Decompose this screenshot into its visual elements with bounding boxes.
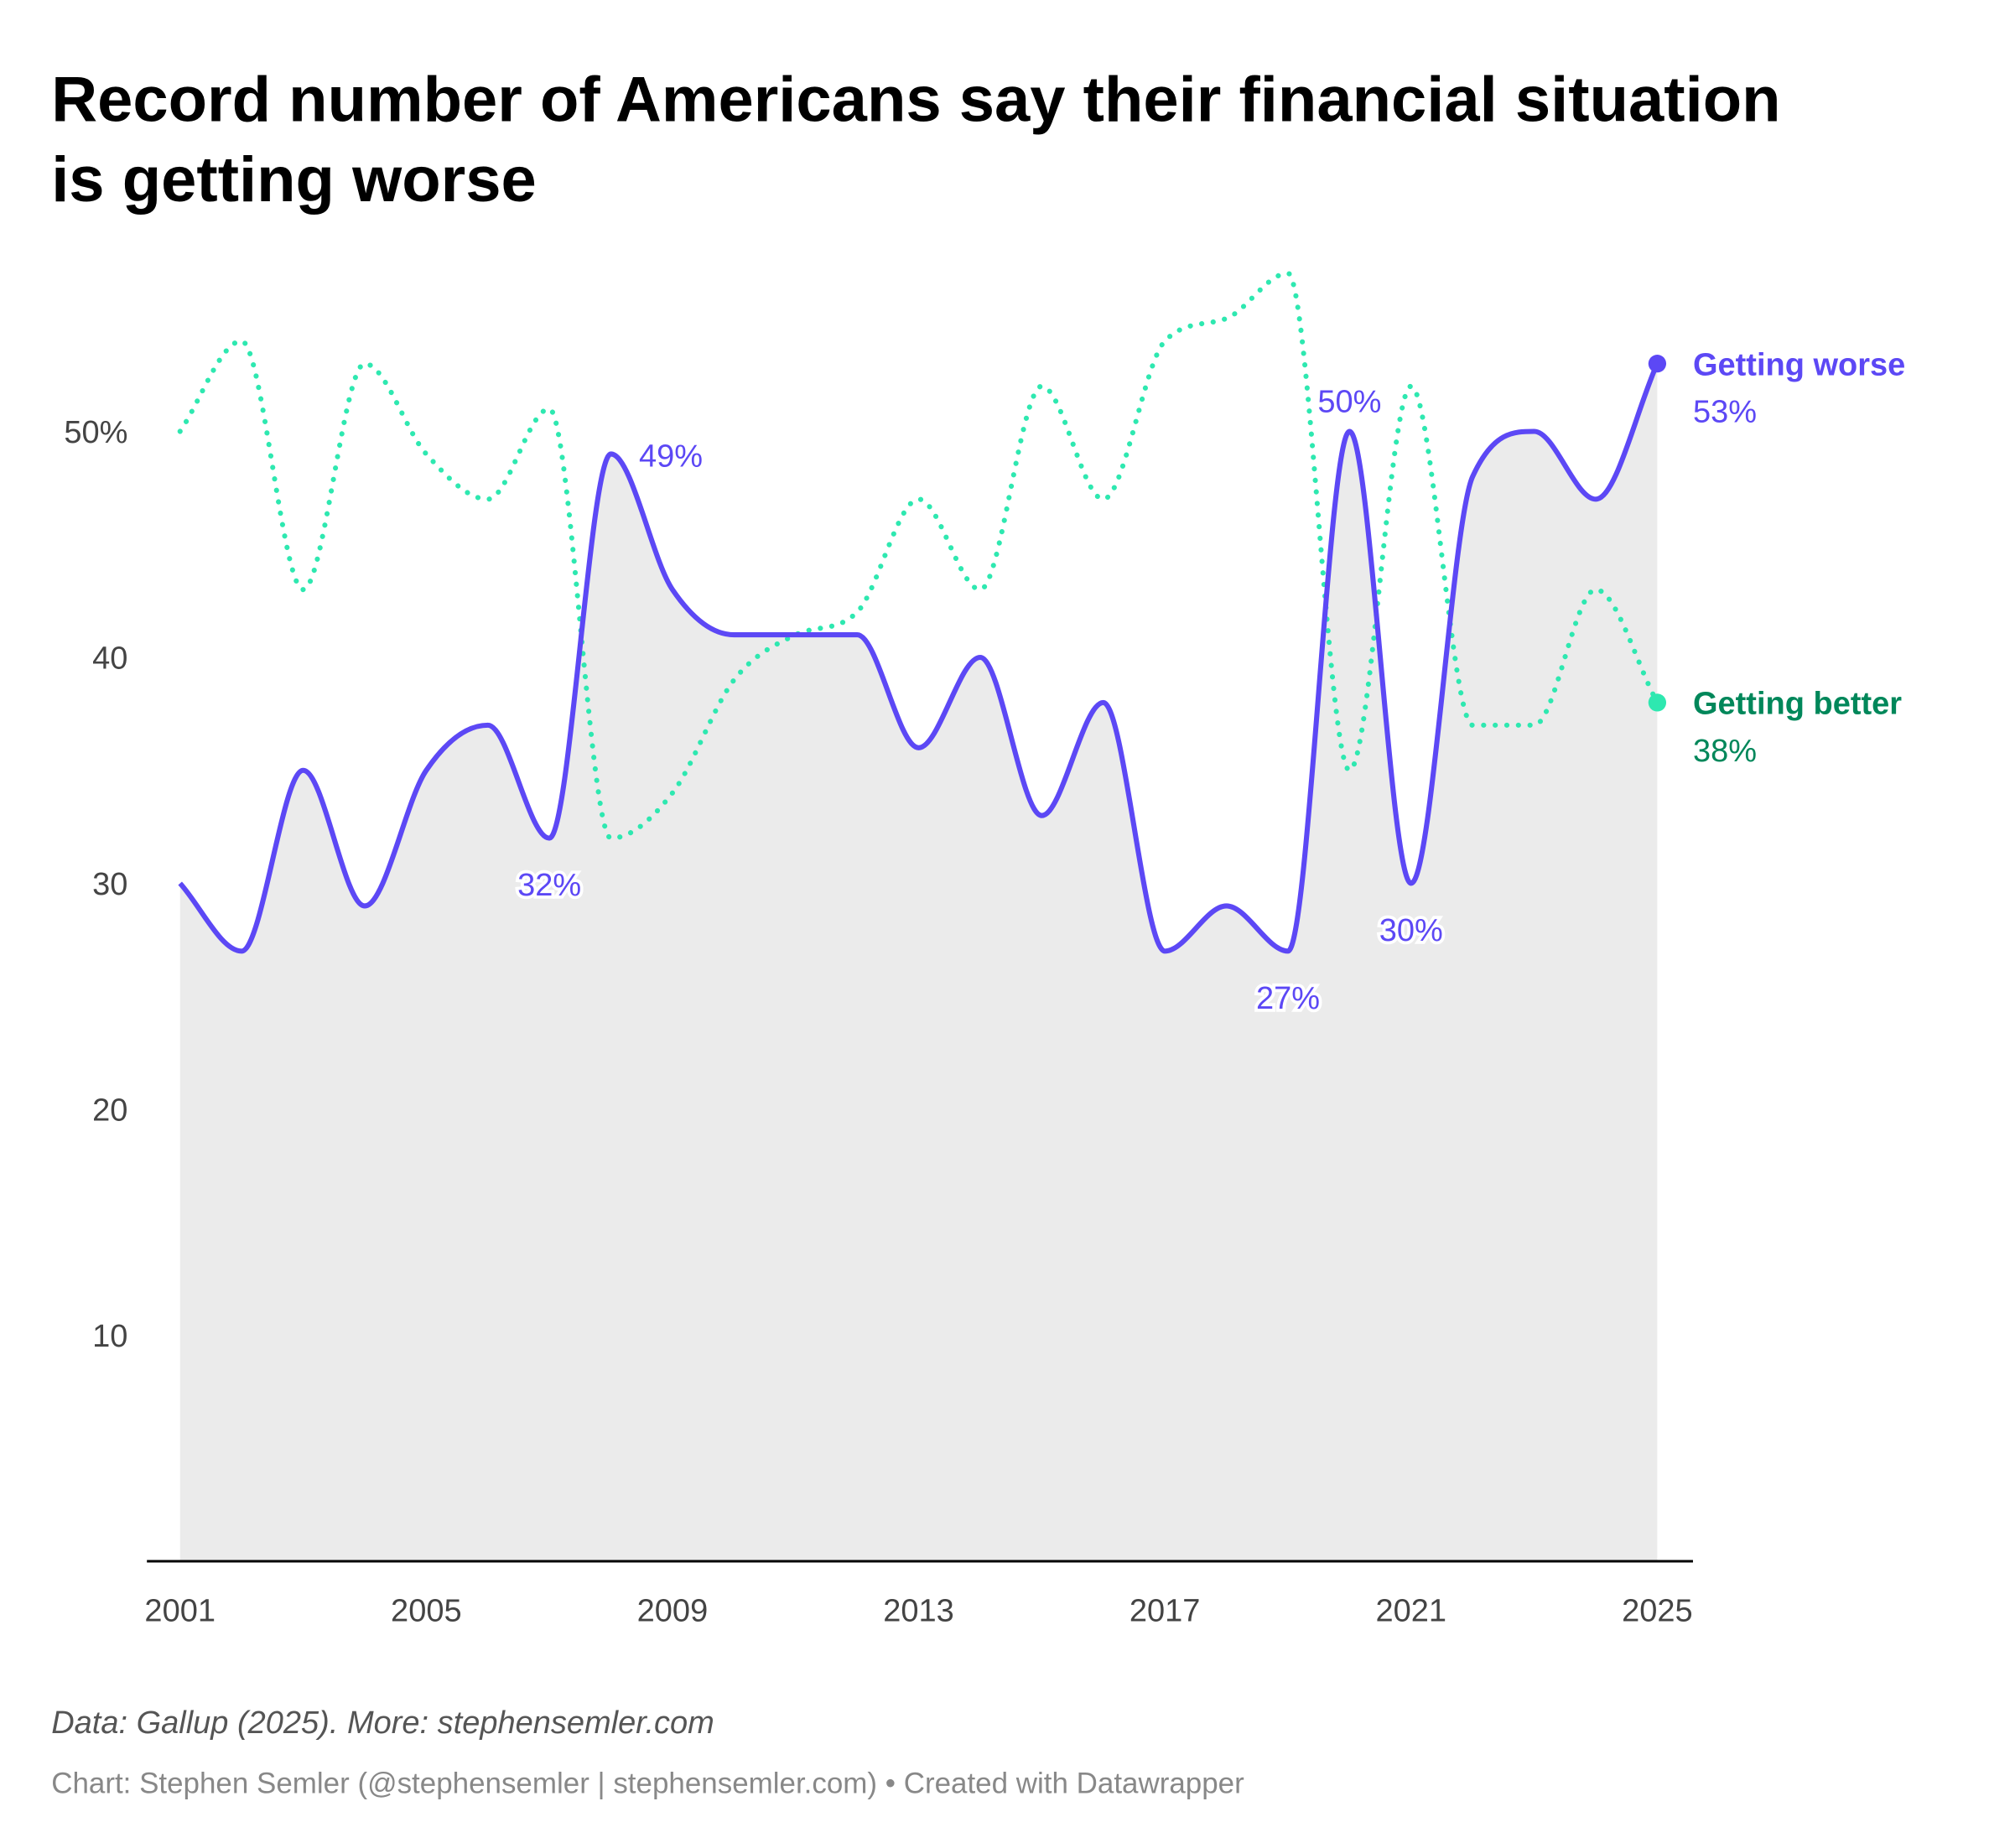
x-tick-label: 2025	[1622, 1593, 1693, 1628]
x-tick-label: 2009	[637, 1593, 709, 1628]
series-label: Getting worse	[1693, 347, 1905, 382]
series-end-value: 38%	[1693, 734, 1757, 769]
series-label: Getting better	[1693, 687, 1902, 722]
x-tick-label: 2013	[883, 1593, 954, 1628]
y-tick-label: 20	[92, 1093, 127, 1129]
end-point-getting-better	[1648, 693, 1667, 712]
data-label: 30%	[1379, 913, 1443, 948]
y-tick-label: 10	[92, 1319, 127, 1354]
line-getting-worse	[178, 362, 1660, 954]
x-tick-label: 2017	[1130, 1593, 1201, 1628]
data-label: 32%	[517, 868, 581, 903]
data-label: 27%	[1256, 981, 1320, 1016]
end-point-getting-worse	[1648, 355, 1667, 373]
x-tick-label: 2001	[144, 1593, 216, 1628]
series-end-value: 53%	[1693, 395, 1757, 430]
chart-title-line-1: Record number of Americans say their fin…	[51, 64, 1780, 135]
x-tick-label: 2021	[1376, 1593, 1447, 1628]
line-getting-better	[177, 270, 1660, 841]
y-tick-label: 40	[92, 641, 127, 677]
plot-area: 10 20 30 40 50% 2001 2005 2009 2013 2017 2021 2025 G…	[64, 270, 1905, 1628]
x-tick-label: 2005	[391, 1593, 462, 1628]
chart-title-line-2: is getting worse	[51, 144, 537, 215]
y-tick-label: 30	[92, 867, 127, 902]
area-getting-worse	[179, 363, 1658, 1562]
chart-credit: Chart: Stephen Semler (@stephensemler | …	[51, 1768, 1244, 1800]
y-tick-label: 50%	[64, 415, 127, 450]
source-note: Data: Gallup (2025). More: stephensemler…	[51, 1705, 714, 1741]
data-label: 50%	[1317, 385, 1381, 420]
data-label: 49%	[639, 439, 703, 475]
